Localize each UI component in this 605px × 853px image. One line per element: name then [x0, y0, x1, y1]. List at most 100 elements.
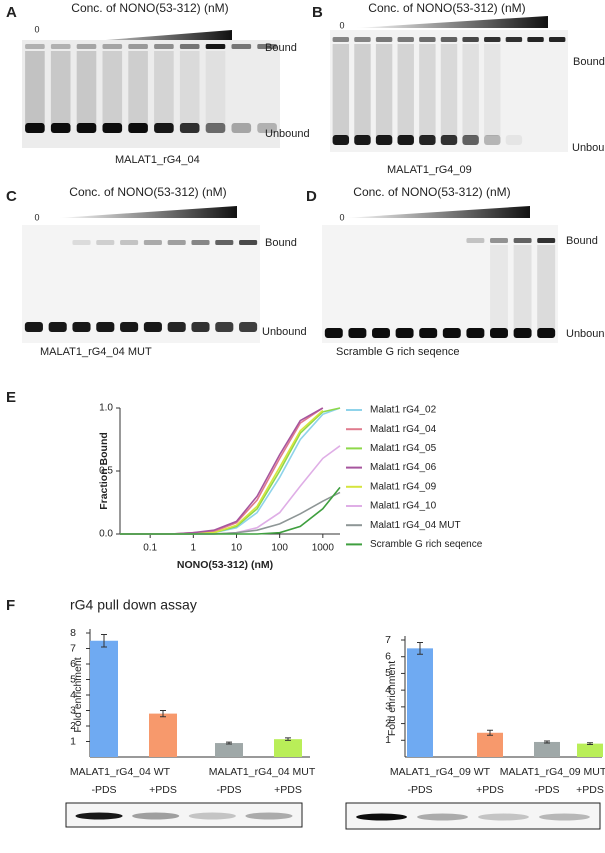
- legend-label: Malat1 rG4_05: [370, 443, 437, 454]
- bar: [90, 640, 118, 757]
- error-bar: [101, 634, 107, 648]
- unbound-band: [324, 328, 343, 338]
- gel-smear: [513, 245, 532, 329]
- curve: [120, 407, 324, 535]
- unbound-label: Unbound: [566, 328, 605, 340]
- curve: [120, 486, 341, 535]
- panel-label: F: [6, 597, 15, 614]
- y-tick-label: 5: [70, 673, 76, 685]
- gel-caption: Scramble G rich seqence: [336, 346, 460, 358]
- bar: [477, 732, 503, 757]
- unbound-band: [490, 328, 508, 338]
- unbound-band: [537, 328, 556, 338]
- gel-smear: [102, 51, 123, 124]
- gel-image: [330, 30, 568, 152]
- group-label: MALAT1_rG4_04 WT: [70, 766, 171, 778]
- bound-band: [332, 37, 350, 42]
- bound-band: [462, 37, 479, 42]
- x-tick-label: -PDS: [534, 784, 559, 796]
- gel-caption: MALAT1_rG4_04 MUT: [40, 346, 152, 358]
- gel-smear: [76, 51, 97, 124]
- bound-band: [490, 238, 508, 243]
- bound-band: [466, 238, 485, 243]
- unbound-band: [442, 328, 461, 338]
- unbound-band: [72, 322, 91, 332]
- error-bar: [285, 737, 291, 741]
- y-axis-label: Fraction Bound: [98, 432, 110, 510]
- bar: [274, 739, 302, 757]
- unbound-label: Unbound: [572, 142, 605, 154]
- blot-band: [356, 813, 407, 821]
- unbound-band: [154, 123, 174, 133]
- bound-label: Bound: [265, 42, 297, 54]
- x-tick-label: 1: [191, 543, 197, 554]
- bound-band: [143, 240, 162, 245]
- gel-smear: [462, 44, 479, 136]
- gel-smear: [375, 44, 393, 136]
- x-tick-label: 10: [231, 543, 243, 554]
- bound-band: [505, 37, 523, 42]
- gel-smear: [332, 44, 350, 136]
- bar: [407, 648, 433, 757]
- blot-band: [188, 812, 236, 820]
- panel-label: D: [306, 188, 317, 205]
- conc-low: 0: [339, 212, 344, 222]
- bound-band: [96, 240, 115, 245]
- gel-smear: [128, 51, 148, 124]
- x-tick-label: +PDS: [576, 784, 604, 796]
- unbound-band: [102, 123, 123, 133]
- y-tick-label: 4: [385, 684, 391, 696]
- unbound-band: [24, 322, 43, 332]
- x-tick-label: -PDS: [216, 784, 241, 796]
- gel-title: Conc. of NONO(53-312) (nM): [368, 1, 525, 15]
- gel-smear: [154, 51, 174, 124]
- bound-band: [76, 44, 97, 49]
- unbound-band: [397, 135, 414, 145]
- panel-title: rG4 pull down assay: [70, 597, 197, 613]
- bound-band: [102, 44, 123, 49]
- gel-smear: [440, 44, 458, 136]
- blot-band: [417, 813, 468, 821]
- legend-label: Malat1 rG4_04 MUT: [370, 520, 461, 531]
- x-tick-label: -PDS: [407, 784, 432, 796]
- curve: [120, 407, 324, 535]
- legend-label: Malat1 rG4_04: [370, 424, 437, 435]
- unbound-band: [466, 328, 485, 338]
- x-tick-label: +PDS: [476, 784, 504, 796]
- y-tick-label: 3: [385, 701, 391, 713]
- gel-smear: [490, 245, 508, 329]
- x-tick-label: -PDS: [91, 784, 116, 796]
- concentration-wedge: [355, 16, 548, 28]
- gel-caption: MALAT1_rG4_09: [387, 164, 472, 176]
- bound-band: [167, 240, 186, 245]
- concentration-wedge: [58, 206, 237, 218]
- bound-band: [72, 240, 91, 245]
- gel-title: Conc. of NONO(53-312) (nM): [353, 185, 510, 199]
- panel-label: B: [312, 4, 323, 21]
- unbound-band: [354, 135, 371, 145]
- bound-label: Bound: [573, 56, 605, 68]
- unbound-band: [372, 328, 390, 338]
- unbound-band: [50, 123, 71, 133]
- bound-band: [191, 240, 210, 245]
- y-axis-label: Fold enrichment: [72, 657, 84, 732]
- unbound-band: [143, 322, 162, 332]
- error-bar: [587, 742, 593, 745]
- gel-smear: [205, 51, 226, 124]
- bound-band: [154, 44, 174, 49]
- bound-band: [440, 37, 458, 42]
- bound-band: [128, 44, 148, 49]
- unbound-band: [395, 328, 414, 338]
- bound-band: [354, 37, 371, 42]
- blot-band: [245, 812, 293, 820]
- bound-band: [50, 44, 71, 49]
- bound-band: [215, 240, 234, 245]
- unbound-band: [419, 328, 438, 338]
- bound-band: [527, 37, 544, 42]
- gel-smear: [397, 44, 414, 136]
- x-tick-label: 1000: [312, 543, 335, 554]
- y-tick-label: 2: [70, 720, 76, 732]
- x-axis-label: NONO(53-312) (nM): [177, 559, 273, 571]
- unbound-band: [25, 123, 45, 133]
